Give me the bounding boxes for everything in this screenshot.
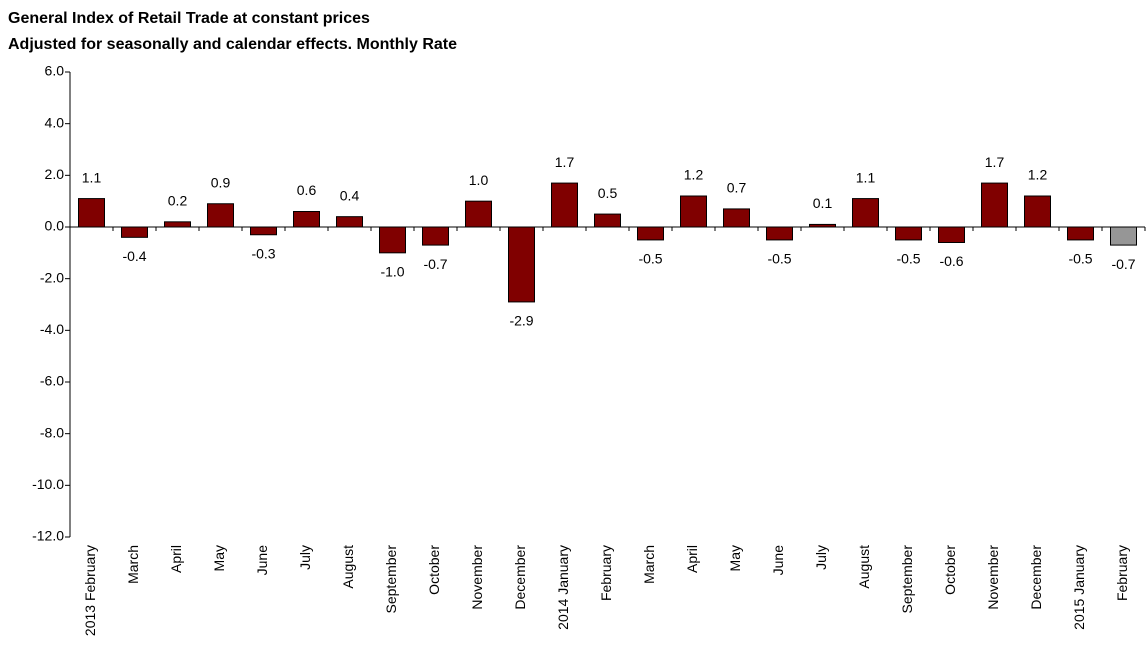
value-label: -0.6 [939, 253, 963, 269]
bar [852, 198, 879, 228]
value-label: -0.3 [251, 245, 275, 261]
value-label: 1.7 [555, 154, 575, 170]
bar [293, 211, 320, 228]
value-label: 0.6 [297, 182, 317, 198]
x-tick-label: 2014 January [555, 545, 571, 630]
x-tick-label: June [770, 545, 786, 576]
x-tick-label: September [383, 545, 399, 614]
bar [766, 226, 793, 241]
bar [981, 182, 1008, 228]
bar [895, 226, 922, 241]
value-label: 1.2 [1028, 167, 1048, 183]
value-label: 1.1 [82, 169, 102, 185]
bar [551, 182, 578, 228]
chart-title: General Index of Retail Trade at constan… [8, 10, 370, 27]
bar [723, 208, 750, 228]
x-tick-label: August [340, 545, 356, 589]
value-label: -0.5 [638, 251, 662, 267]
bar [164, 221, 191, 228]
y-tick-label: -12.0 [32, 528, 64, 544]
value-label: -0.5 [896, 251, 920, 267]
x-tick-label: 2013 February [82, 545, 98, 636]
y-tick-label: 4.0 [45, 114, 65, 130]
x-tick-label: July [297, 545, 313, 570]
value-label: 1.7 [985, 154, 1005, 170]
y-tick-label: -8.0 [40, 424, 64, 440]
x-tick-label: 2015 January [1071, 545, 1087, 630]
value-label: -2.9 [509, 313, 533, 329]
x-tick-label: August [856, 545, 872, 589]
x-tick-label: November [985, 545, 1001, 610]
value-label: -0.7 [423, 256, 447, 272]
x-tick-label: December [1028, 545, 1044, 610]
x-tick-label: May [211, 545, 227, 571]
value-label: 0.1 [813, 195, 833, 211]
x-tick-label: October [426, 545, 442, 595]
value-label: 1.2 [684, 167, 704, 183]
value-label: 0.7 [727, 180, 747, 196]
x-tick-label: October [942, 545, 958, 595]
value-label: -0.5 [767, 251, 791, 267]
x-tick-label: February [598, 545, 614, 601]
bar [637, 226, 664, 241]
bar [1024, 195, 1051, 228]
bar [379, 226, 406, 254]
x-tick-label: November [469, 545, 485, 610]
value-label: 0.5 [598, 185, 618, 201]
value-label: 0.4 [340, 187, 360, 203]
y-tick-label: 0.0 [45, 218, 65, 234]
x-tick-label: July [813, 545, 829, 570]
bar [422, 226, 449, 246]
bar [207, 203, 234, 228]
bar [508, 226, 535, 303]
value-label: 1.0 [469, 172, 489, 188]
y-tick-label: -2.0 [40, 269, 64, 285]
x-tick-label: September [899, 545, 915, 614]
bar [465, 200, 492, 228]
x-tick-label: May [727, 545, 743, 571]
chart-subtitle: Adjusted for seasonally and calendar eff… [8, 36, 457, 53]
x-tick-label: April [168, 545, 184, 573]
x-tick-label: June [254, 545, 270, 576]
x-tick-label: March [125, 545, 141, 584]
bar [680, 195, 707, 228]
value-label: 0.2 [168, 193, 188, 209]
value-label: -0.4 [122, 248, 146, 264]
x-tick-label: March [641, 545, 657, 584]
bar [121, 226, 148, 238]
bar [250, 226, 277, 236]
bar [938, 226, 965, 243]
x-tick-label: April [684, 545, 700, 573]
y-tick-label: -4.0 [40, 321, 64, 337]
bar [594, 213, 621, 228]
y-tick-label: 2.0 [45, 166, 65, 182]
value-label: 1.1 [856, 169, 876, 185]
value-label: -0.5 [1068, 251, 1092, 267]
y-tick-label: -10.0 [32, 476, 64, 492]
bar [1110, 226, 1137, 246]
bar [336, 216, 363, 228]
value-label: -0.7 [1111, 256, 1135, 272]
y-tick-label: 6.0 [45, 63, 65, 79]
y-tick-label: -6.0 [40, 373, 64, 389]
x-tick-label: December [512, 545, 528, 610]
x-tick-label: February [1114, 545, 1130, 601]
value-label: -1.0 [380, 264, 404, 280]
bar [1067, 226, 1094, 241]
value-label: 0.9 [211, 174, 231, 190]
bar [78, 198, 105, 228]
